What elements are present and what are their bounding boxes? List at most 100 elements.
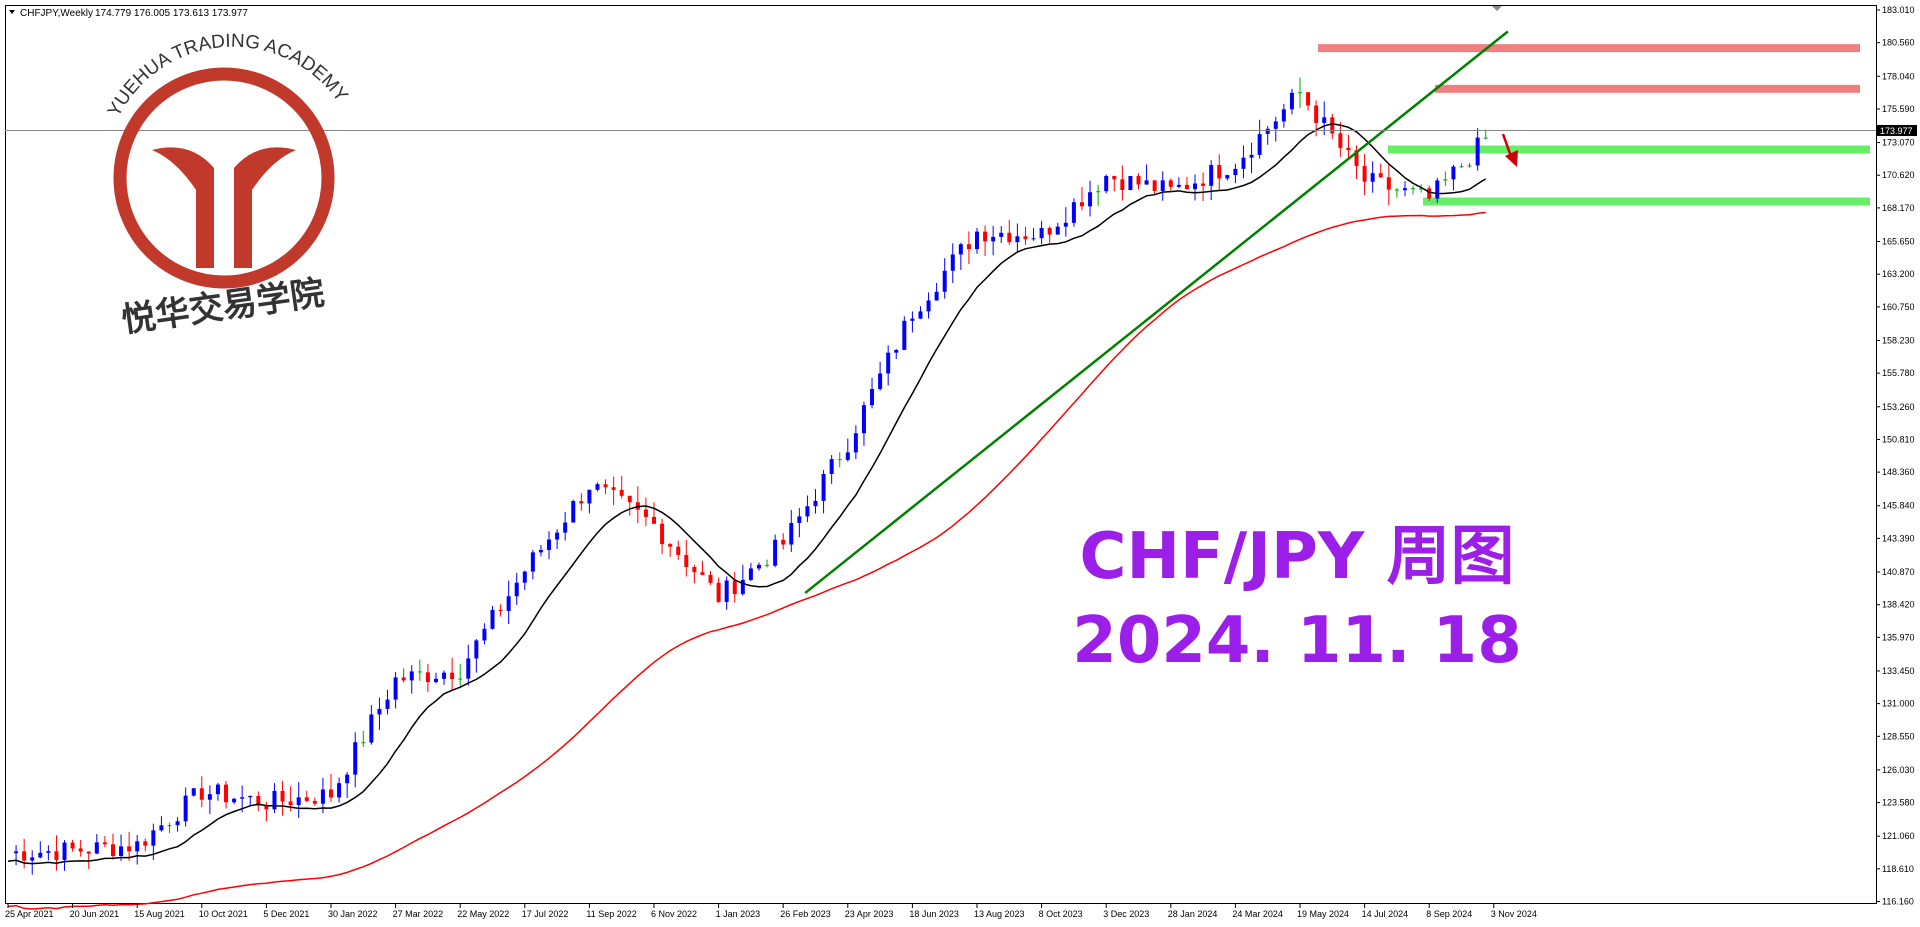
academy-logo: YUEHUA TRADING ACADEMY 悦华交易学院 bbox=[104, 31, 352, 341]
candle-body bbox=[22, 851, 27, 861]
candle-body bbox=[643, 509, 648, 517]
candle-body bbox=[547, 539, 552, 550]
time-tick-label: 13 Aug 2023 bbox=[974, 909, 1025, 919]
candle-body bbox=[280, 790, 285, 802]
candle-body bbox=[1475, 137, 1480, 166]
candle-body bbox=[1241, 157, 1246, 169]
candle-body bbox=[1055, 226, 1060, 235]
candle-body bbox=[1467, 165, 1472, 167]
price-tick-label: 135.970 bbox=[1882, 632, 1915, 642]
moving-average-line bbox=[7, 211, 1486, 910]
candle-body bbox=[1120, 179, 1125, 190]
candle-body bbox=[668, 544, 673, 547]
candle-body bbox=[676, 546, 681, 555]
price-tick-label: 163.200 bbox=[1882, 269, 1915, 279]
candle-body bbox=[1427, 188, 1432, 199]
candle-body bbox=[1184, 184, 1189, 190]
time-tick-label: 22 May 2022 bbox=[457, 909, 509, 919]
candle-body bbox=[70, 842, 75, 849]
candle-body bbox=[1249, 154, 1254, 158]
candle-body bbox=[595, 484, 600, 490]
candle-body bbox=[1217, 165, 1222, 179]
candle-body bbox=[417, 671, 422, 673]
candle-body bbox=[1443, 179, 1448, 181]
candle-body bbox=[1483, 137, 1488, 139]
candle-body bbox=[910, 318, 915, 321]
price-tick-label: 133.450 bbox=[1882, 666, 1915, 676]
candle-body bbox=[1201, 183, 1206, 186]
symbol-dropdown-icon[interactable] bbox=[9, 10, 15, 14]
plot-frame bbox=[5, 5, 1877, 904]
candle-body bbox=[1225, 175, 1230, 179]
time-tick-label: 5 Dec 2021 bbox=[263, 909, 309, 919]
candle-body bbox=[1419, 188, 1424, 190]
candle-body bbox=[813, 500, 818, 507]
candle-body bbox=[78, 848, 83, 852]
candle-body bbox=[329, 789, 333, 798]
candle-body bbox=[304, 797, 309, 801]
time-tick-label: 30 Jan 2022 bbox=[328, 909, 378, 919]
candle-body bbox=[1007, 232, 1012, 243]
candle-body bbox=[54, 851, 59, 860]
candle-body bbox=[312, 800, 317, 804]
candle-body bbox=[240, 797, 245, 799]
candle-body bbox=[296, 797, 301, 806]
price-tick-label: 170.620 bbox=[1882, 170, 1915, 180]
candle-body bbox=[861, 405, 866, 434]
candle-body bbox=[538, 549, 543, 553]
candle-body bbox=[1386, 177, 1391, 190]
time-tick-label: 19 May 2024 bbox=[1297, 909, 1349, 919]
candle-body bbox=[1370, 173, 1375, 182]
candle-body bbox=[958, 244, 963, 255]
candle-body bbox=[902, 320, 907, 350]
price-tick-label: 148.360 bbox=[1882, 467, 1915, 477]
chart-overlay-date: 2024. 11. 18 bbox=[1072, 604, 1521, 678]
candle-body bbox=[805, 506, 810, 517]
candle-body bbox=[1176, 184, 1181, 187]
candle-body bbox=[1071, 202, 1076, 223]
candle-body bbox=[611, 487, 616, 490]
time-tick-label: 20 Jun 2021 bbox=[70, 909, 120, 919]
price-tick-label: 165.650 bbox=[1882, 237, 1915, 247]
candle-body bbox=[1281, 109, 1286, 122]
candle-body bbox=[1031, 238, 1036, 240]
candle-body bbox=[175, 821, 180, 826]
candle-body bbox=[773, 539, 778, 566]
candle-body bbox=[482, 628, 487, 641]
candle-body bbox=[918, 311, 923, 319]
candle-body bbox=[1378, 173, 1383, 178]
candle-body bbox=[942, 270, 947, 292]
candle-body bbox=[288, 801, 293, 806]
candle-body bbox=[756, 564, 761, 569]
candle-body bbox=[1160, 180, 1165, 191]
candle-body bbox=[353, 742, 358, 775]
candle-body bbox=[1257, 134, 1262, 155]
price-zones bbox=[1318, 44, 1870, 206]
price-tick-label: 173.070 bbox=[1882, 138, 1915, 148]
candle-body bbox=[926, 300, 931, 312]
candle-body bbox=[272, 790, 277, 810]
candle-body bbox=[821, 473, 826, 501]
price-tick-label: 121.060 bbox=[1882, 831, 1915, 841]
candle-body bbox=[46, 851, 51, 853]
candle-body bbox=[167, 825, 172, 827]
candle-body bbox=[458, 678, 463, 680]
support-zone bbox=[1388, 145, 1870, 154]
candle-body bbox=[86, 851, 91, 854]
candle-body bbox=[991, 236, 996, 242]
candle-body bbox=[224, 784, 229, 803]
time-tick-label: 23 Apr 2023 bbox=[845, 909, 894, 919]
candle-body bbox=[1144, 180, 1149, 185]
candle-body bbox=[506, 596, 511, 612]
candle-body bbox=[1023, 236, 1028, 240]
candle-body bbox=[934, 291, 939, 301]
candle-body bbox=[1233, 168, 1238, 176]
candle-body bbox=[530, 552, 535, 572]
time-tick-label: 3 Dec 2023 bbox=[1103, 909, 1149, 919]
candle-body bbox=[1289, 92, 1294, 110]
time-tick-label: 27 Mar 2022 bbox=[393, 909, 444, 919]
time-tick-label: 25 Apr 2021 bbox=[5, 909, 54, 919]
candle-body bbox=[450, 672, 455, 680]
time-tick-label: 26 Feb 2023 bbox=[780, 909, 831, 919]
trendline-layer bbox=[804, 30, 1509, 594]
